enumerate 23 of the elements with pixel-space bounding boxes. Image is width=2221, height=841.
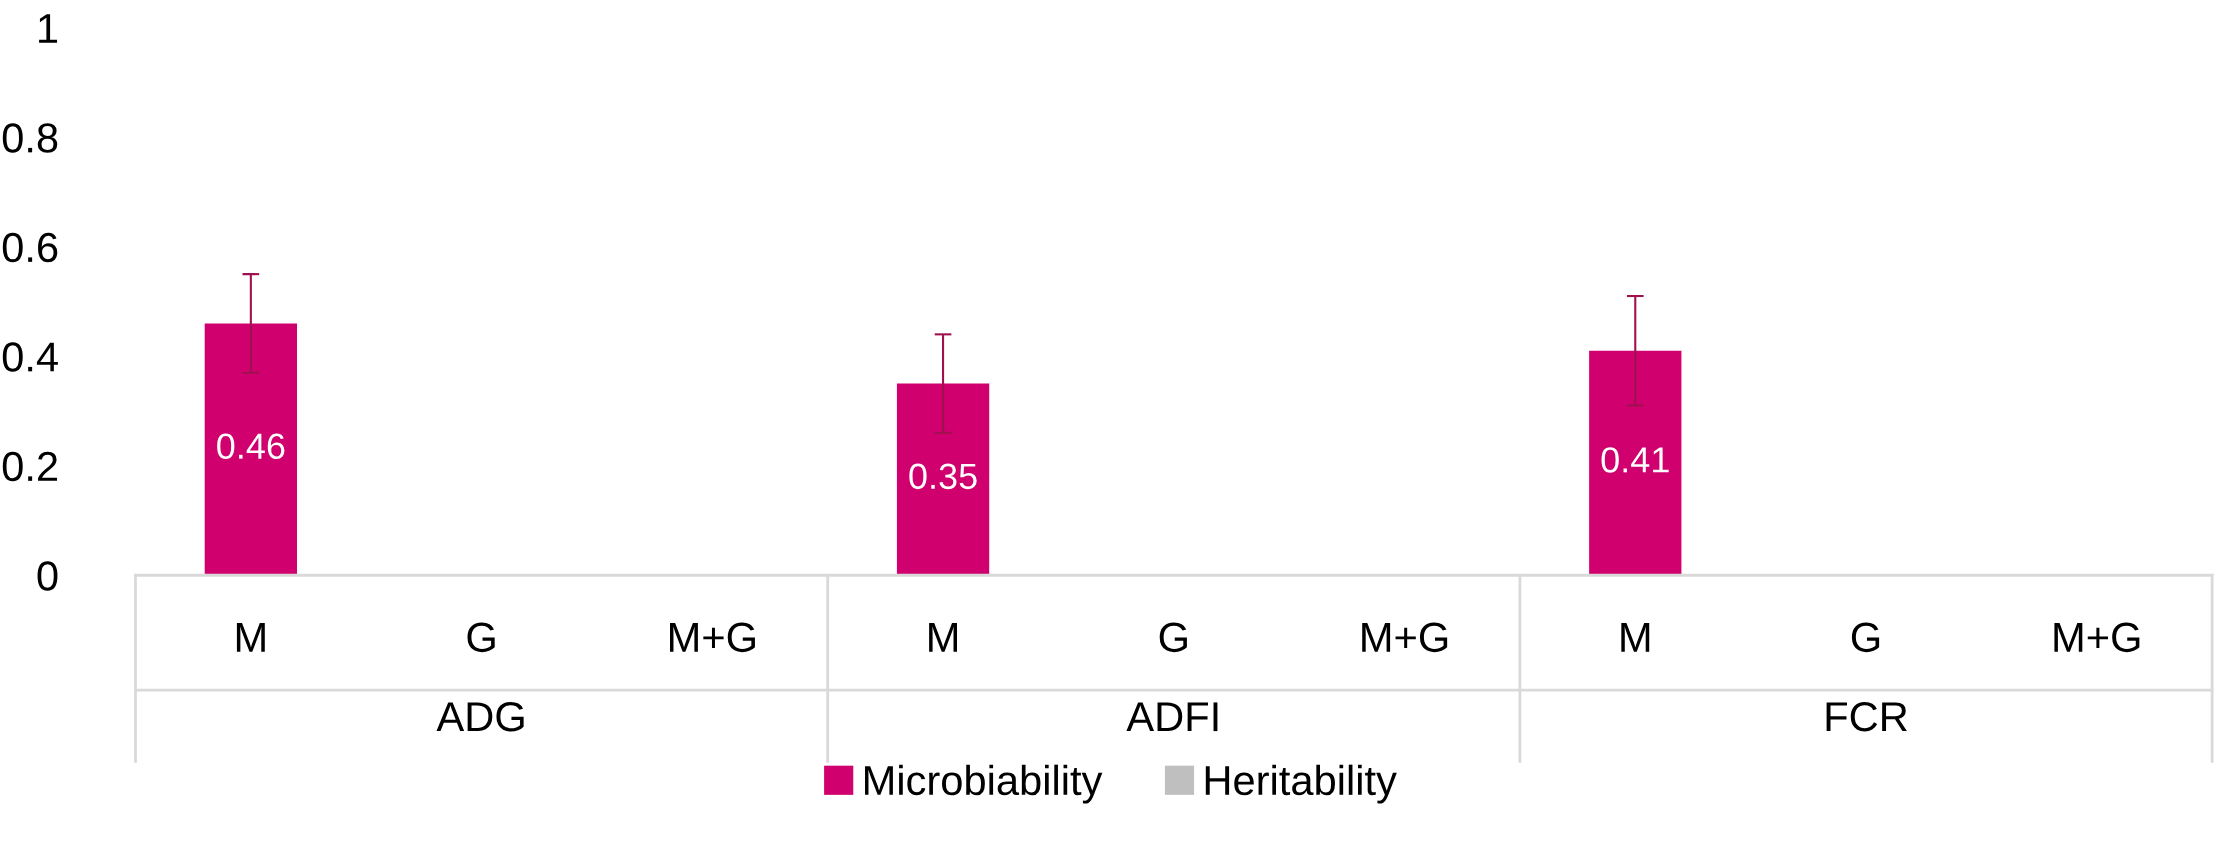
- text: FCR: [1826, 702, 1907, 732]
- y-tick-label: 0.6: [2, 232, 58, 263]
- x-tick-label: G: [1851, 622, 1880, 653]
- y-tick-label: 0: [37, 561, 58, 591]
- text: ADFI: [1126, 702, 1218, 732]
- data-label: 0.41: [1601, 447, 1669, 473]
- legend-label: Heritability: [1205, 764, 1397, 804]
- x-tick-label: G: [467, 622, 495, 653]
- x-tick-label: M+G: [2054, 622, 2140, 653]
- x-tick-label: M+G: [670, 622, 755, 653]
- legend-label: Microbiability: [865, 764, 1103, 804]
- y-tick-label: 0.4: [2, 342, 58, 372]
- text: ADG: [436, 702, 524, 732]
- x-tick-label: M: [236, 623, 265, 652]
- data-label: 0.46: [217, 433, 285, 460]
- x-tick-label: M+G: [1362, 622, 1448, 653]
- x-tick-label: M: [929, 623, 957, 652]
- y-tick-label: 1: [39, 14, 58, 43]
- x-tick-label: G: [1159, 622, 1187, 653]
- data-label: 0.35: [909, 463, 977, 490]
- y-tick-label: 0.8: [2, 123, 58, 153]
- x-tick-label: M: [1621, 623, 1650, 652]
- y-tick-label: 0.2: [2, 451, 58, 482]
